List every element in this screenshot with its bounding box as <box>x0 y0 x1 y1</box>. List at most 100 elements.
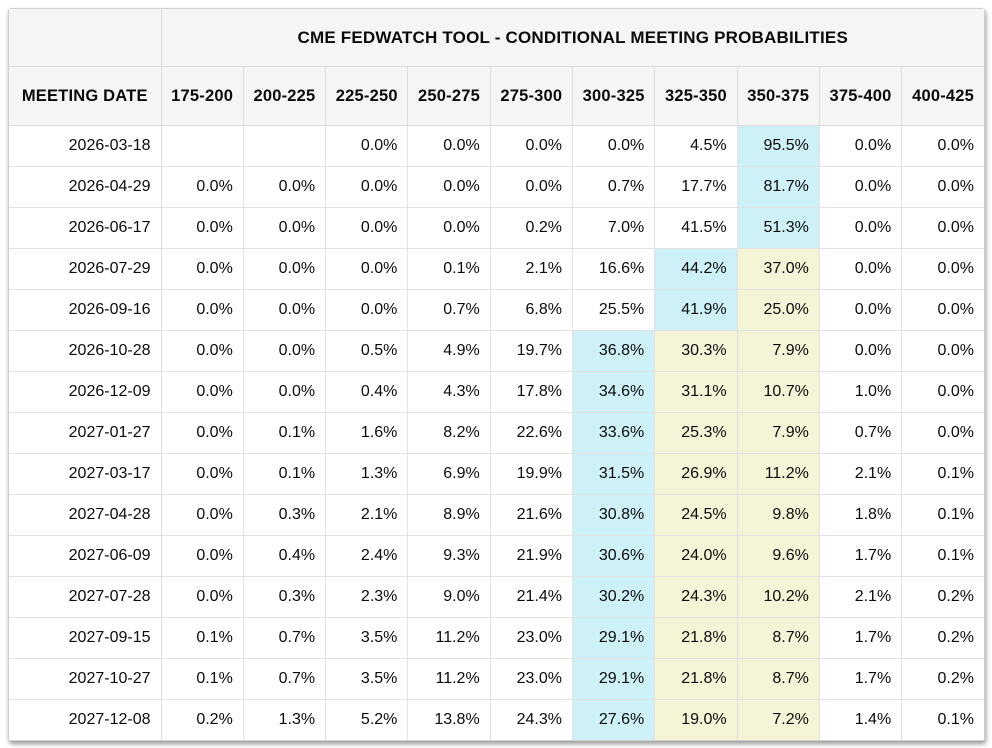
probability-cell: 19.7% <box>490 330 573 372</box>
probability-cell: 0.2% <box>490 207 573 249</box>
meeting-date-cell: 2027-10-27 <box>9 658 162 700</box>
probability-cell: 0.0% <box>243 330 327 372</box>
probability-cell: 1.4% <box>819 699 903 740</box>
probability-cell: 0.0% <box>161 371 244 413</box>
probability-cell: 0.0% <box>819 125 903 167</box>
table-row: 2027-03-17 0.0% 0.1% 1.3% 6.9% 19.9% 31.5% 26.9… <box>9 453 984 495</box>
probability-cell: 0.2% <box>901 617 984 659</box>
probability-cell: 2.1% <box>819 453 903 495</box>
probability-cell: 30.2% <box>572 576 656 618</box>
probability-cell: 1.8% <box>819 494 903 536</box>
probability-cell: 37.0% <box>737 248 820 290</box>
table-row: 2027-04-28 0.0% 0.3% 2.1% 8.9% 21.6% 30.8% 24.5… <box>9 494 984 536</box>
table-row: 2027-07-28 0.0% 0.3% 2.3% 9.0% 21.4% 30.2% 24.3… <box>9 576 984 618</box>
probability-cell: 17.8% <box>490 371 573 413</box>
probability-cell: 3.5% <box>325 617 409 659</box>
rate-range-header: 175-200 <box>161 66 244 126</box>
corner-cell <box>9 9 162 67</box>
probability-cell: 4.9% <box>407 330 491 372</box>
probability-cell: 0.0% <box>161 248 244 290</box>
rate-range-header: 325-350 <box>654 66 738 126</box>
probability-cell: 0.1% <box>243 412 327 454</box>
probability-cell: 0.0% <box>243 371 327 413</box>
probability-cell: 0.4% <box>325 371 409 413</box>
probability-cell: 6.9% <box>407 453 491 495</box>
probability-cell: 0.5% <box>325 330 409 372</box>
probability-cell: 1.7% <box>819 658 903 700</box>
probability-cell: 16.6% <box>572 248 656 290</box>
probability-cell: 36.8% <box>572 330 656 372</box>
probability-cell: 1.3% <box>243 699 327 740</box>
probability-cell: 24.3% <box>490 699 573 740</box>
probability-cell: 0.0% <box>407 166 491 208</box>
column-header-row: MEETING DATE 175-200 200-225 225-250 250-27… <box>9 66 984 126</box>
probability-cell: 0.0% <box>161 412 244 454</box>
probability-cell: 7.9% <box>737 330 820 372</box>
table-row: 2027-01-27 0.0% 0.1% 1.6% 8.2% 22.6% 33.6% 25.3… <box>9 412 984 454</box>
meeting-date-cell: 2026-06-17 <box>9 207 162 249</box>
table-row: 2027-09-15 0.1% 0.7% 3.5% 11.2% 23.0% 29.1% 21.… <box>9 617 984 659</box>
probability-cell: 0.0% <box>490 125 573 167</box>
probability-cell: 0.0% <box>161 453 244 495</box>
probability-cell: 23.0% <box>490 617 573 659</box>
probability-cell: 8.7% <box>737 658 820 700</box>
table-row: 2026-12-09 0.0% 0.0% 0.4% 4.3% 17.8% 34.6% 31.1… <box>9 371 984 413</box>
probability-cell: 0.2% <box>901 576 984 618</box>
rate-range-header: 275-300 <box>490 66 573 126</box>
probability-cell: 0.0% <box>901 330 984 372</box>
probability-cell: 8.9% <box>407 494 491 536</box>
probability-cell: 2.3% <box>325 576 409 618</box>
probability-cell: 0.1% <box>407 248 491 290</box>
probability-cell: 9.0% <box>407 576 491 618</box>
meeting-date-cell: 2026-04-29 <box>9 166 162 208</box>
probability-cell: 0.2% <box>161 699 244 740</box>
probability-cell: 0.0% <box>161 535 244 577</box>
probability-cell: 24.0% <box>654 535 738 577</box>
probability-cell: 8.2% <box>407 412 491 454</box>
table-row: 2027-12-08 0.2% 1.3% 5.2% 13.8% 24.3% 27.6% 19.… <box>9 699 984 740</box>
probability-cell <box>243 125 327 167</box>
probability-cell: 7.2% <box>737 699 820 740</box>
probability-cell: 0.3% <box>243 494 327 536</box>
probability-cell: 0.1% <box>901 494 984 536</box>
probability-cell: 29.1% <box>572 617 656 659</box>
rate-range-header: 250-275 <box>407 66 491 126</box>
probability-cell: 0.1% <box>243 453 327 495</box>
probability-cell: 17.7% <box>654 166 738 208</box>
probability-cell: 8.7% <box>737 617 820 659</box>
probability-cell: 25.0% <box>737 289 820 331</box>
probability-cell: 0.0% <box>243 289 327 331</box>
probability-cell: 0.0% <box>161 289 244 331</box>
table-row: 2026-09-16 0.0% 0.0% 0.0% 0.7% 6.8% 25.5% 41.9%… <box>9 289 984 331</box>
probability-cell: 0.0% <box>901 289 984 331</box>
probability-cell: 1.0% <box>819 371 903 413</box>
table-body: 2026-03-18 0.0% 0.0% 0.0% 0.0% 4.5% 95.5% 0.0% 0… <box>9 125 984 740</box>
probability-cell: 0.1% <box>161 658 244 700</box>
probability-cell: 10.2% <box>737 576 820 618</box>
probability-cell: 10.7% <box>737 371 820 413</box>
probability-cell: 5.2% <box>325 699 409 740</box>
probability-cell: 7.0% <box>572 207 656 249</box>
probability-cell: 1.7% <box>819 535 903 577</box>
probability-cell: 7.9% <box>737 412 820 454</box>
probability-cell: 0.1% <box>901 453 984 495</box>
probability-cell: 95.5% <box>737 125 820 167</box>
probability-cell: 19.9% <box>490 453 573 495</box>
rate-range-header: 400-425 <box>901 66 984 126</box>
probability-cell: 0.0% <box>161 207 244 249</box>
probability-cell: 6.8% <box>490 289 573 331</box>
probability-cell: 0.0% <box>819 330 903 372</box>
probability-cell: 0.0% <box>325 248 409 290</box>
probability-cell: 19.0% <box>654 699 738 740</box>
probability-cell: 0.3% <box>243 576 327 618</box>
rate-range-header: 225-250 <box>325 66 409 126</box>
meeting-date-cell: 2027-12-08 <box>9 699 162 740</box>
probability-cell: 30.3% <box>654 330 738 372</box>
probability-cell: 23.0% <box>490 658 573 700</box>
rate-range-header: 200-225 <box>243 66 327 126</box>
meeting-date-cell: 2027-04-28 <box>9 494 162 536</box>
probability-cell: 0.0% <box>161 576 244 618</box>
table-row: 2026-07-29 0.0% 0.0% 0.0% 0.1% 2.1% 16.6% 44.2%… <box>9 248 984 290</box>
probability-cell: 0.1% <box>901 535 984 577</box>
